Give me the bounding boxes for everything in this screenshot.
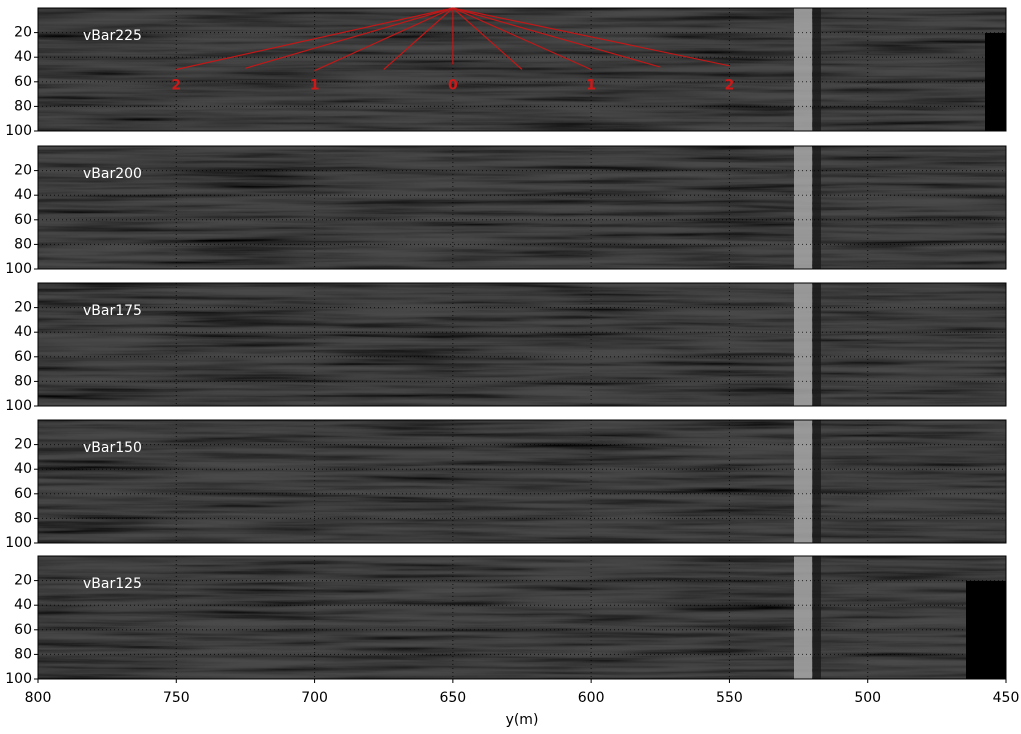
y-tick-label: 60 — [14, 212, 32, 228]
panel: vBar175 — [38, 283, 1006, 406]
panel-label: vBar125 — [83, 576, 142, 592]
y-tick-label: 20 — [14, 163, 32, 179]
dark-band — [813, 556, 821, 679]
bright-band — [794, 283, 812, 406]
panel: vBar225 2 1 0 1 2 — [38, 8, 1006, 131]
y-tick-label: 20 — [14, 573, 32, 589]
x-axis-label: y(m) — [506, 712, 539, 728]
y-tick-label: 80 — [14, 510, 32, 526]
y-tick-label: 60 — [14, 486, 32, 502]
x-tick-label: 800 — [25, 690, 52, 706]
ray-label: 0 — [448, 77, 458, 93]
y-tick-label: 100 — [5, 261, 32, 277]
y-tick-label: 40 — [14, 187, 32, 203]
dark-band — [813, 8, 821, 131]
y-tick-label: 80 — [14, 98, 32, 114]
panel-label: vBar225 — [83, 28, 142, 44]
ray-label: 1 — [310, 77, 320, 93]
bright-band — [794, 556, 812, 679]
dark-band — [813, 420, 821, 543]
x-tick-label: 600 — [578, 690, 605, 706]
bright-band — [794, 8, 812, 131]
panel-label: vBar150 — [83, 440, 142, 456]
y-tick-label: 80 — [14, 373, 32, 389]
x-tick-label: 650 — [439, 690, 466, 706]
panel-texture — [38, 146, 1006, 269]
y-tick-label: 20 — [14, 437, 32, 453]
y-tick-label: 100 — [5, 398, 32, 414]
panel-label: vBar175 — [83, 303, 142, 319]
panel: vBar150 — [38, 420, 1006, 543]
y-tick-label: 40 — [14, 49, 32, 65]
y-tick-label: 80 — [14, 646, 32, 662]
page: {"chart_data": { "type": "image", "xlabe… — [0, 0, 1021, 734]
panel-label: vBar200 — [83, 166, 142, 182]
bright-band — [794, 146, 812, 269]
ray-label: 2 — [171, 77, 181, 93]
y-tick-label: 40 — [14, 597, 32, 613]
x-tick-label: 500 — [854, 690, 881, 706]
dark-band — [813, 146, 821, 269]
bright-band — [794, 420, 812, 543]
panel-texture — [38, 283, 1006, 406]
y-tick-label: 100 — [5, 123, 32, 139]
y-tick-label: 100 — [5, 535, 32, 551]
y-tick-label: 40 — [14, 461, 32, 477]
ray-label: 2 — [725, 77, 735, 93]
x-tick-label: 550 — [716, 690, 743, 706]
y-tick-label: 80 — [14, 236, 32, 252]
dark-band — [813, 283, 821, 406]
panel: vBar125 — [38, 556, 1006, 679]
x-tick-label: 700 — [301, 690, 328, 706]
y-tick-label: 20 — [14, 25, 32, 41]
y-tick-label: 60 — [14, 74, 32, 90]
y-tick-label: 60 — [14, 349, 32, 365]
y-tick-label: 20 — [14, 300, 32, 316]
chart: y(m) vBar225 2 1 0 1 2 20 40 60 80 100 vBar200 20 40 6… — [0, 0, 1021, 734]
x-tick-label: 750 — [163, 690, 190, 706]
x-tick-label: 450 — [993, 690, 1020, 706]
panel: vBar200 — [38, 146, 1006, 269]
panel-texture — [38, 556, 1006, 679]
y-tick-label: 40 — [14, 324, 32, 340]
y-tick-label: 60 — [14, 622, 32, 638]
panel-texture — [38, 420, 1006, 543]
y-tick-label: 100 — [5, 671, 32, 687]
ray-label: 1 — [586, 77, 596, 93]
